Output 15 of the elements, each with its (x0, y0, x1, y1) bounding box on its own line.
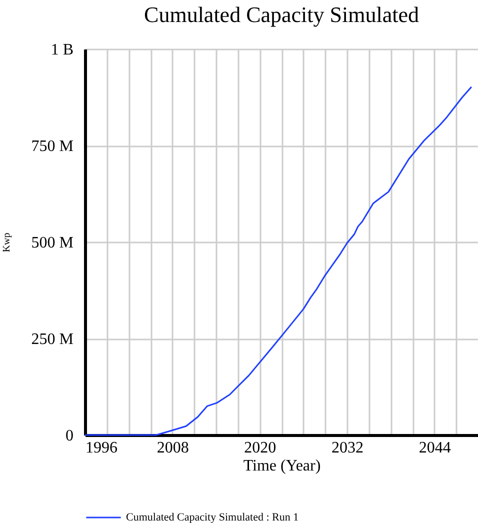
x-tick-label: 2044 (418, 440, 451, 456)
y-tick-label: 250 M (31, 331, 74, 348)
x-tick-label: 1996 (86, 440, 118, 456)
legend-label: Cumulated Capacity Simulated : Run 1 (126, 512, 299, 523)
x-tick-label: 2020 (244, 440, 276, 456)
line-series (84, 86, 472, 436)
y-tick-label: 1 B (50, 42, 74, 58)
x-axis-title: Time (Year) (243, 458, 321, 474)
y-axis-title: Kwp (1, 232, 12, 252)
x-tick-label: 2008 (156, 440, 189, 456)
y-tick-label: 500 M (31, 234, 74, 252)
y-tick-label: 0 (66, 428, 74, 444)
chart-title: Cumulated Capacity Simulated (144, 2, 419, 27)
y-tick-label: 750 M (31, 138, 74, 155)
x-tick-label: 2032 (332, 440, 364, 456)
